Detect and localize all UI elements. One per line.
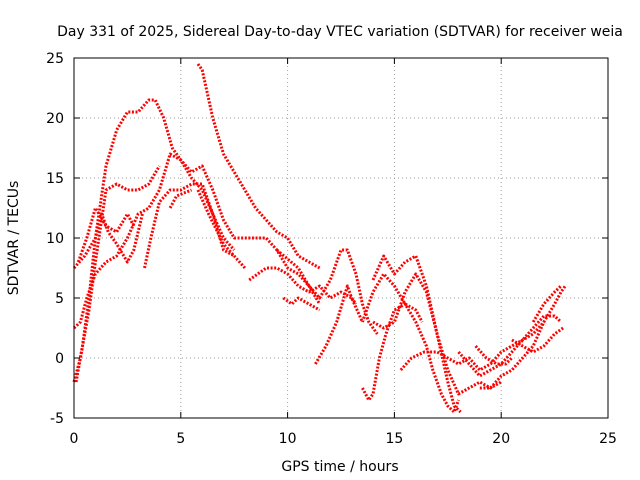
x-tick-label: 0 (70, 431, 79, 447)
series-line-sat-q (399, 321, 546, 372)
series-line-sat-g (168, 188, 193, 209)
y-tick-label: 20 (46, 111, 64, 127)
x-tick-label: 15 (385, 431, 403, 447)
series-line-sat-u (511, 326, 564, 354)
x-tick-label: 20 (492, 431, 510, 447)
series-line-sat-p (371, 254, 462, 414)
series-line-sat-e (76, 206, 136, 263)
series-line-sat-t (479, 285, 567, 390)
series-line-sat-d (74, 212, 144, 383)
y-tick-label: -5 (50, 411, 64, 427)
series-line-sat-v (531, 284, 563, 323)
series-line-sat-m (314, 284, 358, 365)
series-line-sat-j (248, 266, 424, 324)
series-group (72, 63, 567, 414)
x-tick-label: 5 (176, 431, 185, 447)
series-line-sat-r (457, 314, 563, 378)
y-tick-label: 5 (55, 291, 64, 307)
y-tick-label: 0 (55, 351, 64, 367)
y-tick-label: 25 (46, 51, 64, 67)
y-axis-label: SDTVAR / TECUs (6, 181, 22, 296)
series-line-sat-l (282, 296, 321, 312)
x-axis-label: GPS time / hours (281, 459, 398, 475)
series-line-sat-s (474, 345, 513, 366)
series-line-sat-i (196, 189, 247, 269)
x-tick-label: 10 (279, 431, 297, 447)
chart-title: Day 331 of 2025, Sidereal Day-to-day VTE… (57, 24, 623, 40)
y-tick-label: 10 (46, 231, 64, 247)
x-tick-label: 25 (599, 431, 617, 447)
y-tick-label: 15 (46, 171, 64, 187)
series-line-sat-f (143, 182, 236, 269)
tick-labels: 0 5 10 15 20 25 -5 0 5 10 15 20 25 (46, 51, 617, 447)
series-line-sat-n (361, 302, 460, 414)
plot-frame (73, 57, 609, 419)
